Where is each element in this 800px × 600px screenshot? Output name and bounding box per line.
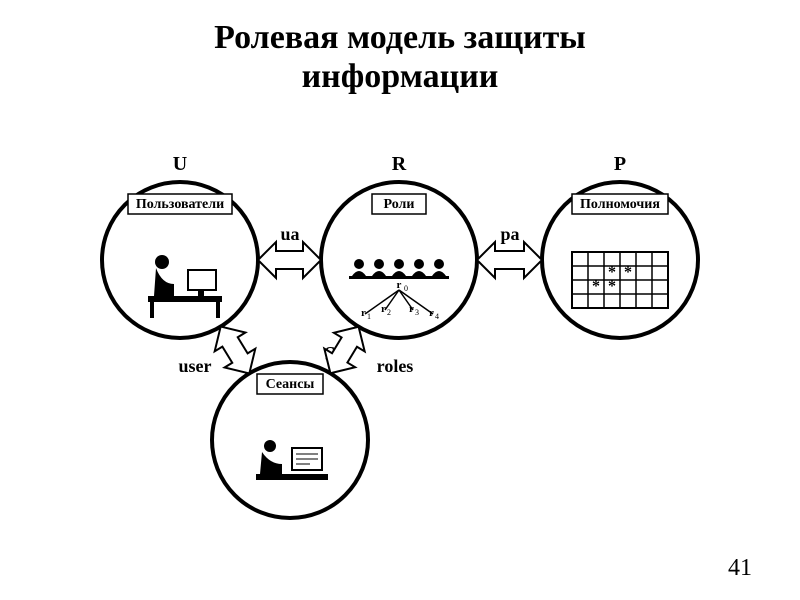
node-label-roles: Роли (384, 197, 415, 212)
roles-icon (374, 259, 384, 269)
header-P: P (614, 153, 626, 175)
svg-text:*: * (592, 278, 600, 295)
svg-text:r: r (409, 303, 414, 315)
rbac-diagram: URPSПользователиРолиПолномочияСеансыuapa… (0, 0, 800, 600)
node-label-sess: Сеансы (266, 377, 315, 392)
svg-text:*: * (624, 264, 632, 281)
node-label-users: Пользователи (136, 197, 224, 212)
svg-text:r: r (429, 307, 434, 319)
svg-text:0: 0 (404, 284, 408, 293)
node-label-perms: Полномочия (580, 197, 660, 212)
svg-text:3: 3 (415, 308, 419, 317)
header-R: R (392, 153, 407, 175)
svg-text:4: 4 (435, 312, 439, 321)
svg-text:1: 1 (367, 312, 371, 321)
edge-label-user: user (179, 356, 212, 376)
terminal-user-icon (256, 474, 328, 480)
svg-text:r: r (361, 307, 366, 319)
roles-icon (414, 259, 424, 269)
double-arrow (258, 242, 321, 278)
edge-label-pa: pa (500, 224, 519, 244)
svg-text:r: r (397, 279, 402, 291)
svg-text:2: 2 (387, 308, 391, 317)
edge-label-roles: roles (377, 356, 414, 376)
svg-text:r: r (381, 303, 386, 315)
desk-user-icon (148, 296, 222, 302)
roles-icon (434, 259, 444, 269)
edge-label-ua: ua (280, 224, 299, 244)
double-arrow (215, 327, 256, 374)
roles-icon (394, 259, 404, 269)
roles-icon (354, 259, 364, 269)
header-U: U (173, 153, 187, 175)
double-arrow (477, 242, 542, 278)
svg-text:*: * (608, 278, 616, 295)
